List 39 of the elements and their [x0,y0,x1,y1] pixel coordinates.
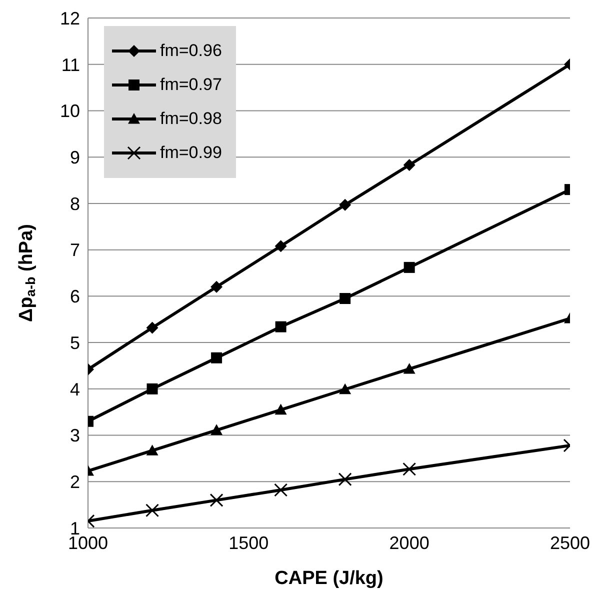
y-tick-label: 11 [61,54,80,75]
y-tick-label: 8 [70,194,80,214]
legend-label: fm=0.96 [160,41,222,61]
point [339,198,352,211]
point [340,293,351,304]
x-axis-title: CAPE (J/kg) [274,568,384,589]
y-tick-label: 5 [70,332,80,353]
point [210,493,224,507]
y-tick-label: 2 [70,472,80,492]
legend-label: fm=0.98 [160,109,222,129]
point [210,280,223,293]
point [274,483,288,497]
point [146,444,158,456]
x-tick-label: 2000 [389,532,430,553]
point [146,383,158,394]
y-tick-label: 3 [70,426,80,446]
point [210,424,223,435]
y-tick-label: 6 [70,286,80,307]
x-tick-label: 2500 [550,532,590,553]
y-tick-label: 9 [70,147,80,168]
y-tick-label: 12 [60,8,80,28]
point [146,504,160,518]
point [275,321,286,332]
point [404,262,415,273]
point [403,158,416,171]
point [339,383,352,394]
y-tick-label: 4 [70,379,80,400]
point [338,472,352,486]
y-tick-label: 10 [60,101,80,122]
x-tick-label: 1500 [228,532,269,553]
y-tick-label: 7 [70,240,80,260]
legend-label: fm=0.97 [160,75,222,95]
point [274,404,287,415]
point [274,240,287,252]
point [211,352,222,364]
point [402,462,416,476]
point [403,362,416,374]
point [146,322,158,334]
legend-label: fm=0.99 [160,143,222,163]
